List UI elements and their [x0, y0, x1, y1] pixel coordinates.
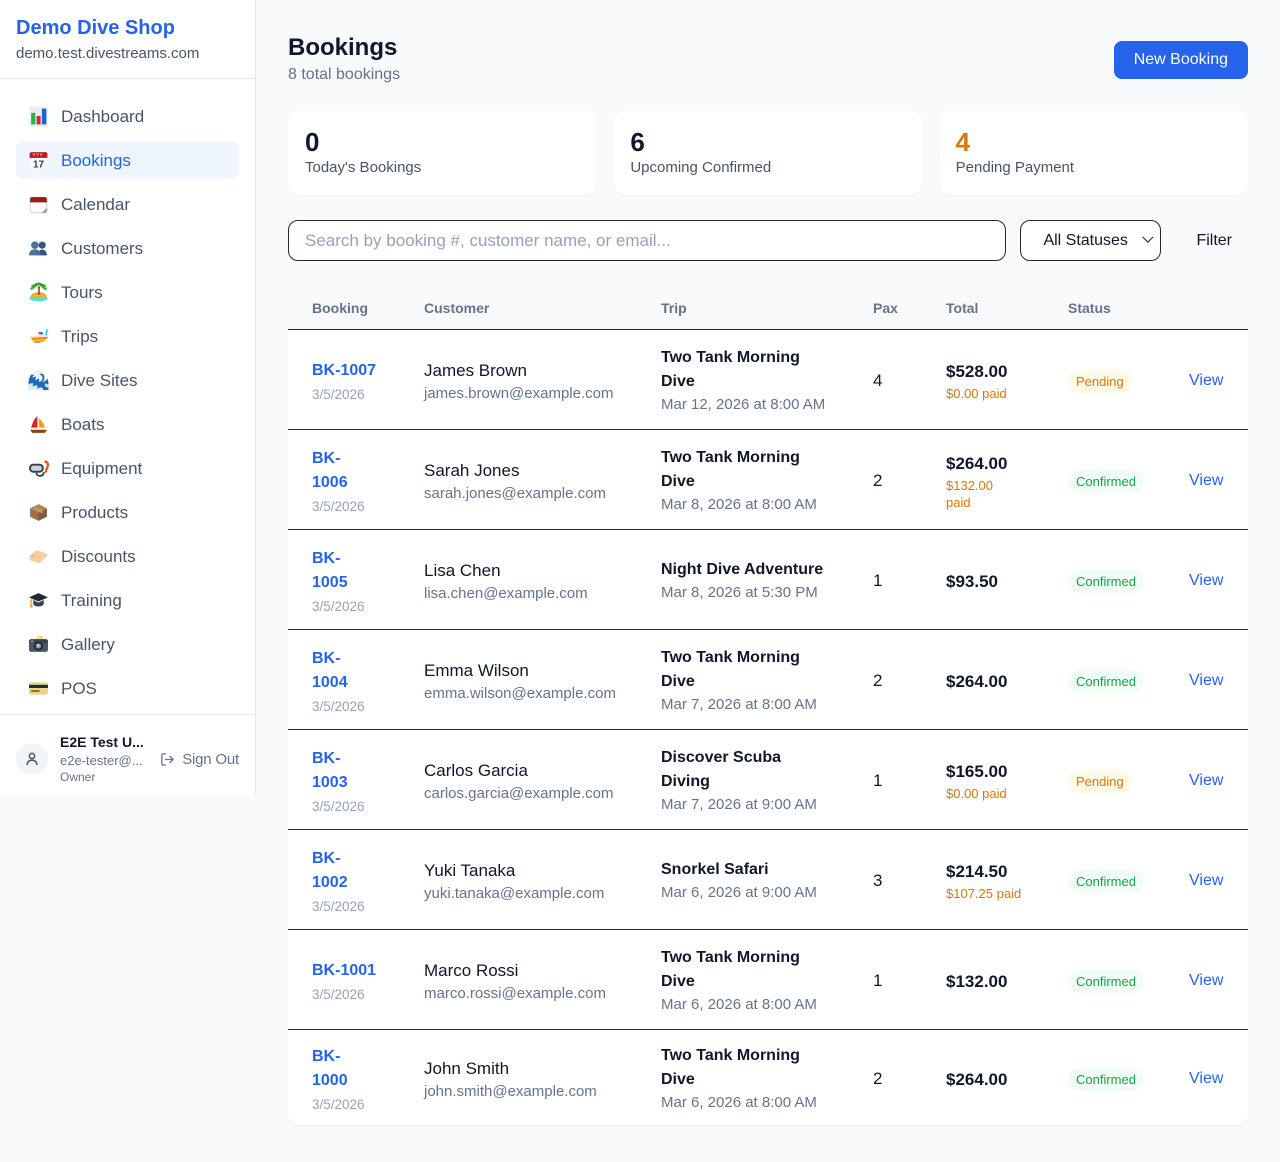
svg-text:17: 17 [33, 159, 45, 170]
